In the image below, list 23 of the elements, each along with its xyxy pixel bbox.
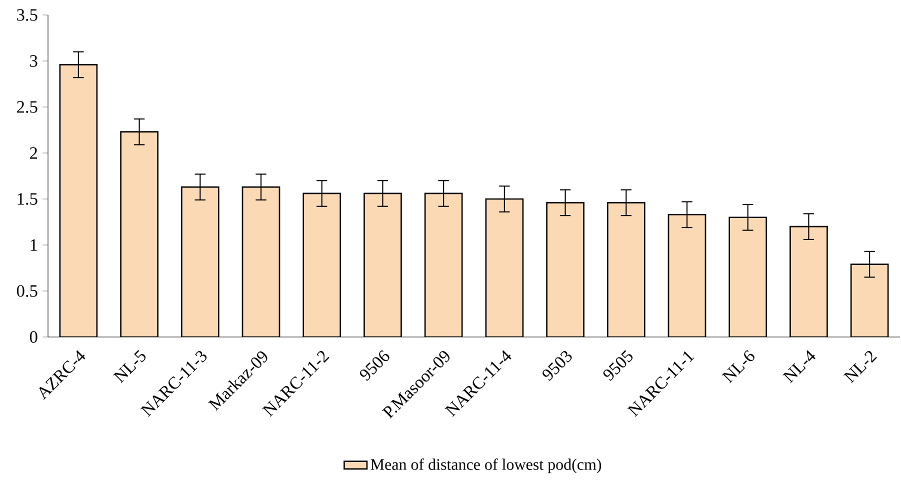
y-tick-label: 0 xyxy=(30,331,38,343)
bar xyxy=(850,264,889,337)
legend-label: Mean of distance of lowest pod(cm) xyxy=(370,458,602,474)
bar xyxy=(728,216,768,337)
y-tick-label: 3 xyxy=(30,55,38,67)
y-tick-label: 2 xyxy=(30,147,38,159)
y-tick-label: 0.5 xyxy=(16,285,38,297)
bar xyxy=(59,64,98,337)
bar xyxy=(242,186,280,337)
bar xyxy=(302,192,342,337)
bar xyxy=(424,192,463,337)
bar xyxy=(546,202,584,337)
bar xyxy=(668,214,706,337)
y-tick-label: 2.5 xyxy=(17,101,38,113)
y-tick-label: 1 xyxy=(30,239,37,251)
bar xyxy=(606,202,646,337)
bar xyxy=(180,186,220,337)
y-tick-label: 1.5 xyxy=(18,193,38,205)
bar xyxy=(364,192,402,337)
bar xyxy=(120,131,158,337)
bar xyxy=(790,226,828,337)
bar xyxy=(485,198,524,337)
y-tick-label: 3.5 xyxy=(17,9,38,21)
